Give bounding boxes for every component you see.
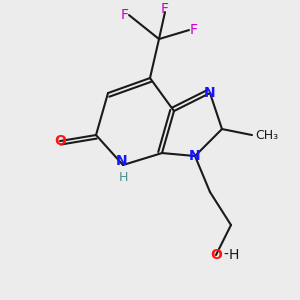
Text: -: - bbox=[223, 248, 228, 262]
Text: O: O bbox=[54, 134, 66, 148]
Text: H: H bbox=[119, 171, 128, 184]
Text: N: N bbox=[189, 149, 201, 163]
Text: F: F bbox=[121, 8, 128, 22]
Text: N: N bbox=[204, 86, 216, 100]
Text: H: H bbox=[229, 248, 239, 262]
Text: N: N bbox=[116, 154, 127, 168]
Text: CH₃: CH₃ bbox=[255, 128, 278, 142]
Text: F: F bbox=[190, 23, 197, 37]
Text: O: O bbox=[210, 248, 222, 262]
Text: F: F bbox=[161, 2, 169, 16]
